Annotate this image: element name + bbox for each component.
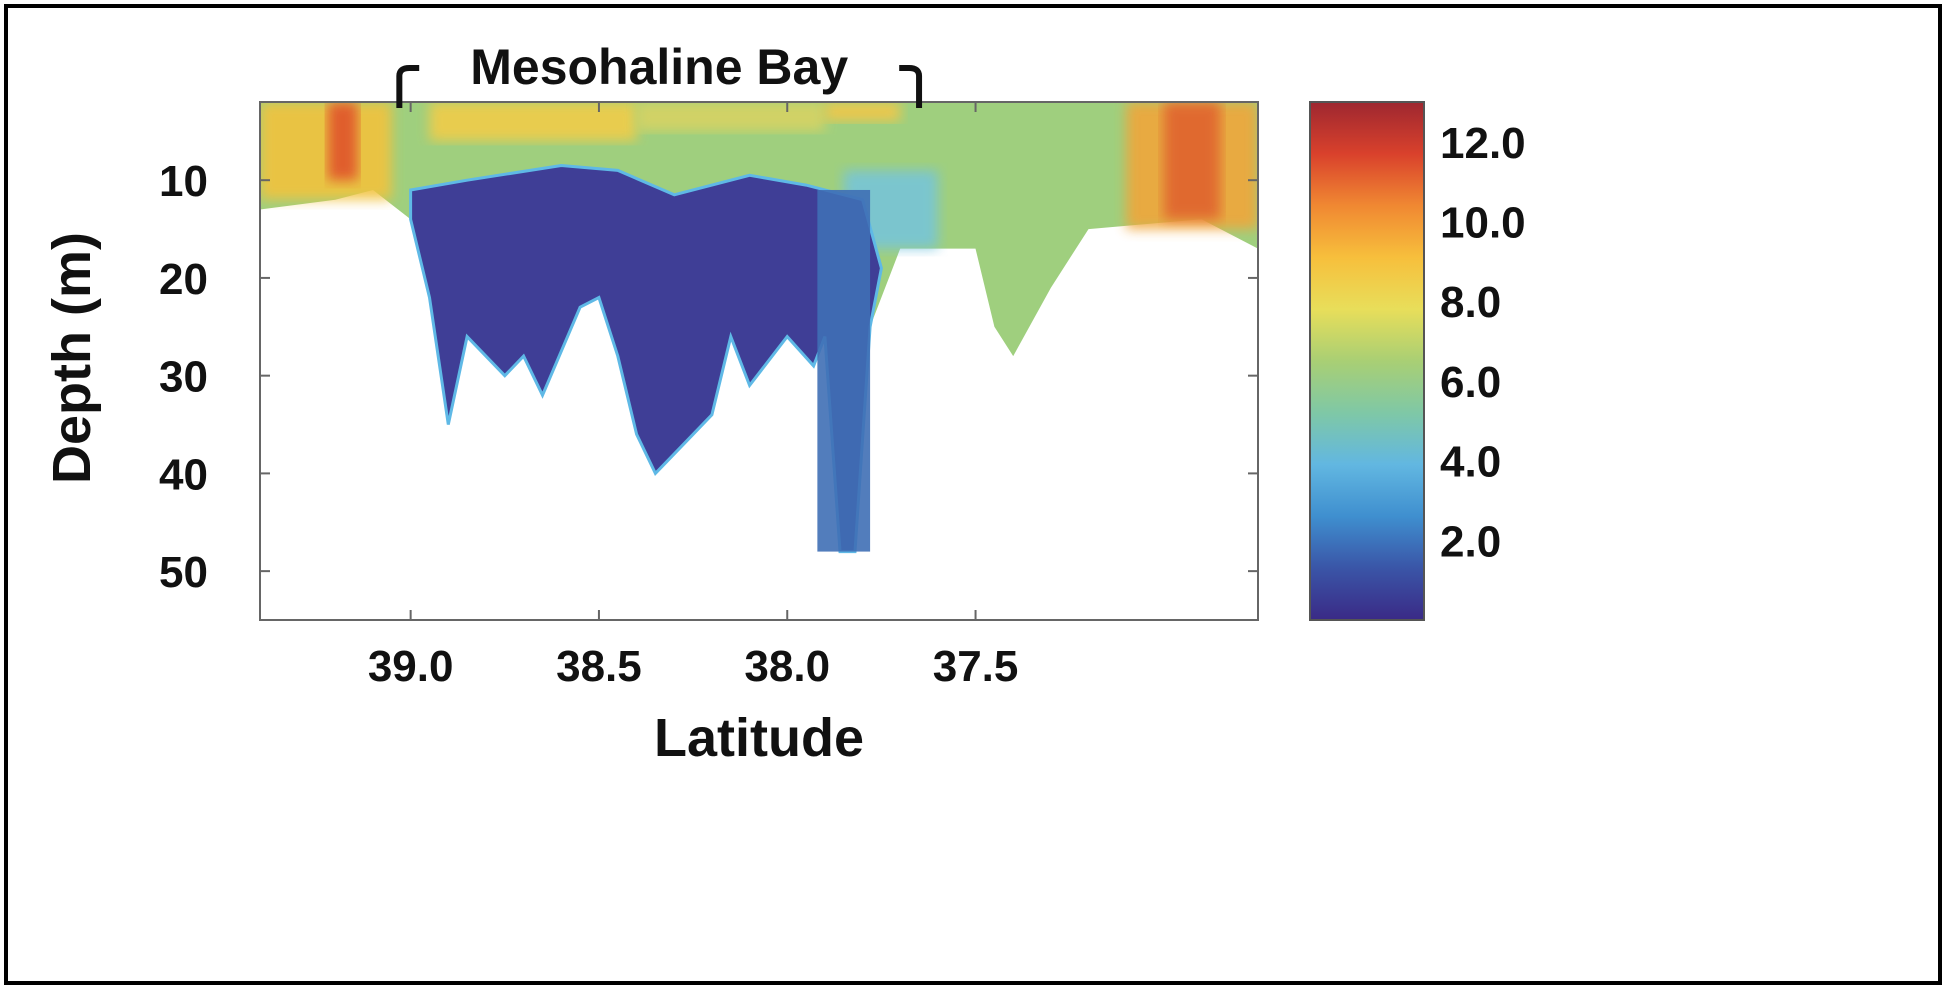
colorbar-tick-label: 12.0 <box>1440 119 1526 168</box>
x-tick-label: 39.0 <box>368 642 454 691</box>
mesohaline-bay-annotation: Mesohaline Bay <box>396 39 923 108</box>
surface-layer-patch <box>429 102 637 142</box>
bracket-left <box>396 65 420 108</box>
bracket-right <box>899 65 923 108</box>
surface-layer-patch <box>327 102 358 181</box>
y-axis-title: Depth (m) <box>42 232 102 484</box>
depth-latitude-heatmap: 39.0 38.5 38.0 37.5 10 20 30 40 50 Latitude Dep… <box>42 39 1526 768</box>
hypoxic-region <box>409 163 883 554</box>
surface-layer-patch <box>1163 102 1221 220</box>
colorbar-ticks: 2.0 4.0 6.0 8.0 10.0 12.0 <box>1440 119 1526 566</box>
southern-deep-pocket <box>817 189 871 552</box>
colorbar-tick-label: 2.0 <box>1440 517 1501 566</box>
y-axis: 10 20 30 40 50 <box>159 157 1258 597</box>
figure-frame: 39.0 38.5 38.0 37.5 10 20 30 40 50 Latitude Dep… <box>4 4 1942 985</box>
colorbar-tick-label: 8.0 <box>1440 278 1501 327</box>
annotation-label: Mesohaline Bay <box>470 39 848 95</box>
y-tick-label: 40 <box>159 450 208 499</box>
heatmap-field <box>260 102 1258 554</box>
x-tick-label: 38.5 <box>556 642 642 691</box>
y-tick-label: 20 <box>159 255 208 304</box>
surface-layer-patch <box>260 102 392 200</box>
x-tick-label: 38.0 <box>744 642 830 691</box>
colorbar-tick-label: 4.0 <box>1440 438 1501 487</box>
y-tick-label: 30 <box>159 353 208 402</box>
surface-layer-patch <box>636 102 825 132</box>
x-axis-title: Latitude <box>654 708 864 768</box>
colorbar-ramp <box>1309 101 1425 621</box>
x-tick-label: 37.5 <box>933 642 1019 691</box>
plot-area-frame <box>259 101 1259 621</box>
x-axis: 39.0 38.5 38.0 37.5 <box>368 102 1019 691</box>
colorbar-tick-label: 10.0 <box>1440 199 1526 248</box>
y-tick-label: 50 <box>159 548 208 597</box>
surface-layer-patch <box>824 102 901 122</box>
colorbar-tick-label: 6.0 <box>1440 358 1501 407</box>
colorbar: 2.0 4.0 6.0 8.0 10.0 12.0 <box>1309 101 1526 621</box>
y-tick-label: 10 <box>159 157 208 206</box>
